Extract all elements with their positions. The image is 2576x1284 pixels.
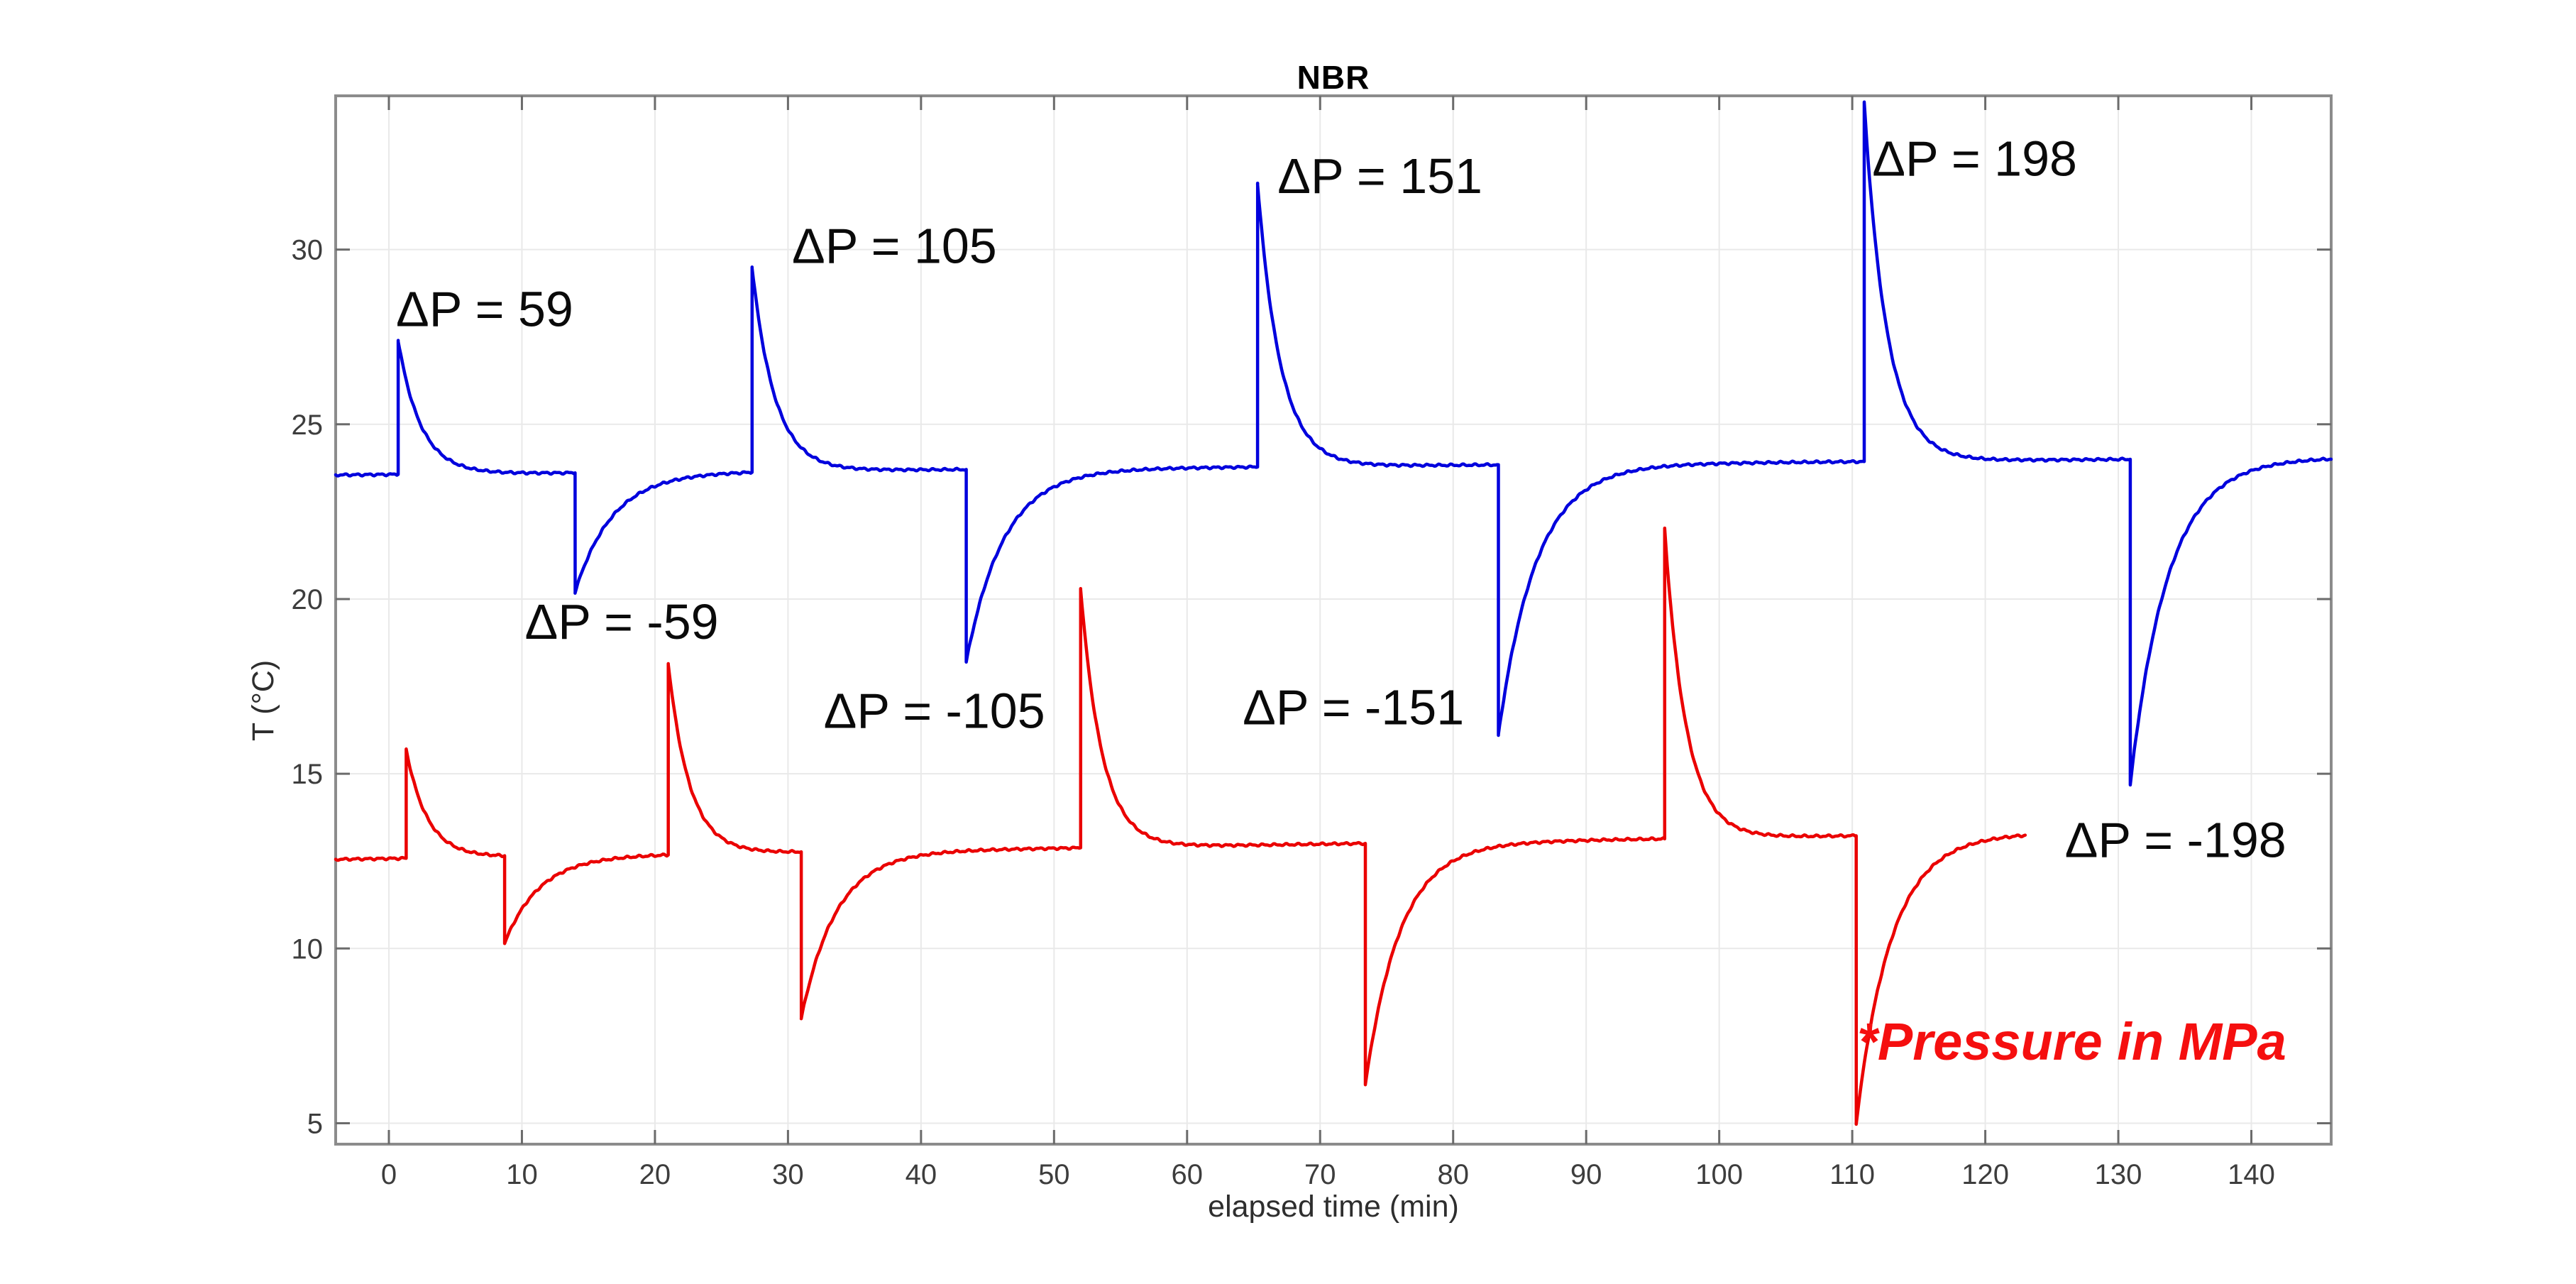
x-tick-label: 80 [1437,1159,1469,1190]
x-tick-label: 130 [2095,1159,2142,1190]
chart-title: NBR [1297,59,1370,96]
x-tick-label: 10 [506,1159,538,1190]
axis-box [334,94,2333,1146]
x-tick-label: 30 [772,1159,804,1190]
delta-p-annotation: ΔP = -198 [2065,813,2286,868]
x-tick-label: 110 [1829,1159,1875,1190]
delta-p-annotation: ΔP = 59 [396,281,573,336]
blue-series-line [334,100,2333,787]
x-tick-label: 60 [1172,1159,1204,1190]
y-tick-label: 15 [292,759,324,790]
delta-p-annotation: ΔP = 151 [1277,148,1482,204]
delta-p-annotation: ΔP = -59 [524,594,718,649]
x-axis-label: elapsed time (min) [1208,1190,1459,1224]
delta-p-annotation: ΔP = 105 [792,219,997,274]
pressure-unit-note: *Pressure in MPa [1857,1012,2286,1071]
y-tick-label: 10 [292,933,324,965]
y-tick-label: 30 [292,235,324,266]
x-tick-label: 140 [2228,1159,2275,1190]
x-tick-label: 120 [1961,1159,2009,1190]
x-tick-label: 90 [1570,1159,1602,1190]
delta-p-annotation: ΔP = -151 [1243,680,1464,735]
y-tick-label: 25 [292,410,324,441]
delta-p-annotation: ΔP = 198 [1872,131,2077,187]
x-tick-label: 0 [381,1159,397,1190]
x-tick-label: 70 [1304,1159,1336,1190]
x-tick-label: 100 [1695,1159,1743,1190]
delta-p-annotation: ΔP = -105 [824,684,1045,739]
x-tick-label: 50 [1038,1159,1070,1190]
x-tick-label: 20 [639,1159,671,1190]
y-tick-label: 5 [307,1108,323,1139]
y-tick-label: 20 [292,584,324,615]
red-series-line [334,526,2027,1126]
x-tick-label: 40 [906,1159,937,1190]
